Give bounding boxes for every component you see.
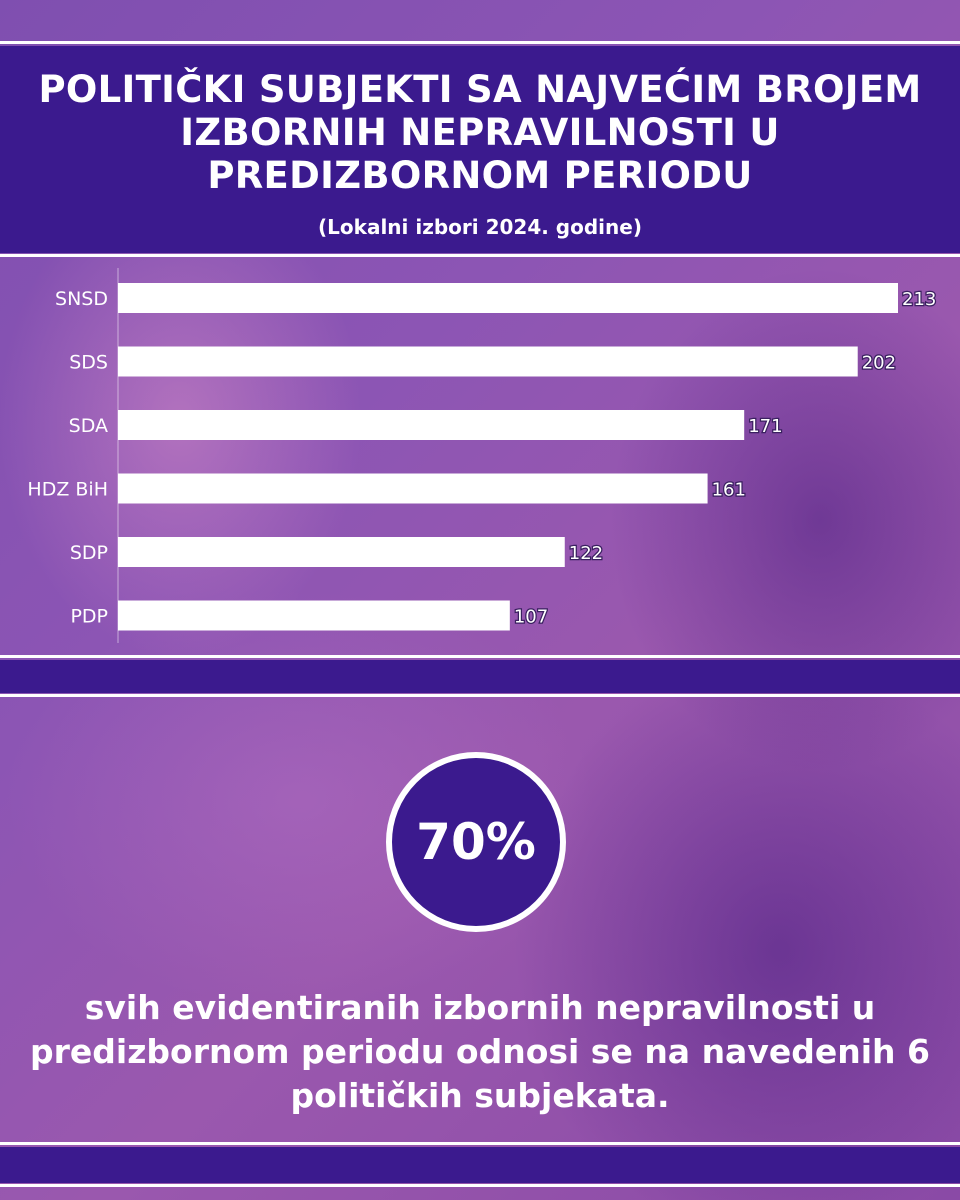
data-label: 107 <box>514 607 548 628</box>
page-subtitle: (Lokalni izbori 2024. godine) <box>318 215 642 239</box>
bar-snsd <box>118 283 898 313</box>
bar-sdp <box>118 537 565 567</box>
bottom-band <box>0 1147 960 1183</box>
data-label: 171 <box>748 416 782 437</box>
data-label: 122 <box>569 543 603 564</box>
bottom-rule-top <box>0 1142 960 1145</box>
bottom-rule-bottom <box>0 1184 960 1187</box>
data-label: 213 <box>902 289 936 310</box>
category-label: HDZ BiH <box>27 479 108 501</box>
stat-circle: 70% <box>386 752 566 932</box>
bar-chart: SNSD 213 SDS 202 SDA 171 HDZ BiH 161 SDP 122 PDP 10… <box>27 268 938 643</box>
category-label: SDS <box>69 352 108 374</box>
stat-description: svih evidentiranih izbornih nepravilnost… <box>30 988 930 1115</box>
bar-sds <box>118 346 858 377</box>
bar-sda <box>118 410 745 440</box>
bar-hdz-bih <box>118 473 708 504</box>
header-bottom-rule <box>0 254 960 257</box>
data-label: 161 <box>712 480 746 501</box>
middle-rule-bottom <box>0 694 960 697</box>
category-label: SDP <box>70 542 108 564</box>
category-label: SDA <box>69 415 108 437</box>
category-label: PDP <box>70 606 108 628</box>
data-label: 202 <box>862 353 896 374</box>
middle-rule-top <box>0 655 960 658</box>
bar-pdp <box>118 600 510 631</box>
stat-value: 70% <box>416 813 536 871</box>
top-rule <box>0 41 960 44</box>
header-band <box>0 46 960 253</box>
middle-band <box>0 660 960 693</box>
page-title: POLITIČKI SUBJEKTI SA NAJVEĆIM BROJEM IZ… <box>38 68 922 197</box>
category-label: SNSD <box>55 288 108 310</box>
